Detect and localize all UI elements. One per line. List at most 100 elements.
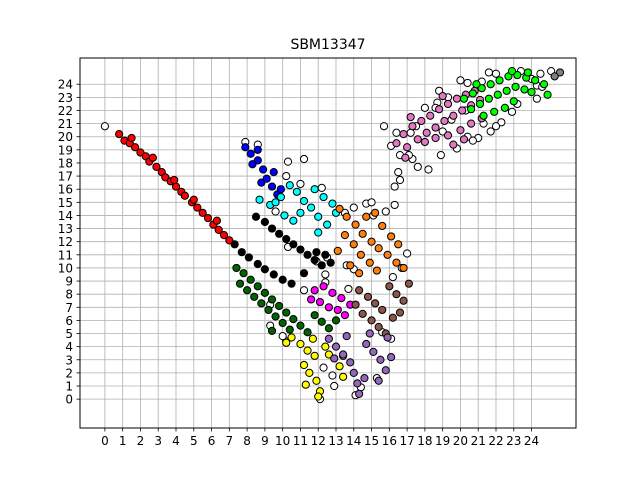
scatter-point-cluster-10: [459, 135, 469, 144]
scatter-point-unassigned: [532, 94, 541, 103]
scatter-point-cluster-6: [399, 296, 408, 305]
scatter-point-cluster-1: [262, 174, 271, 183]
x-tick-label: 21: [471, 434, 486, 448]
scatter-point-cluster-2: [285, 181, 294, 190]
scatter-point-cluster-1: [259, 165, 268, 174]
scatter-point-unassigned: [278, 332, 287, 341]
scatter-point-cluster-10: [420, 137, 429, 147]
scatter-point-cluster-4: [362, 212, 371, 221]
scatter-point-cluster-10: [401, 153, 410, 162]
x-tick-label: 5: [190, 434, 198, 448]
scatter-point-cluster-10: [422, 128, 431, 137]
scatter-point-cluster-11: [484, 94, 493, 103]
scatter-point-cluster-3: [275, 229, 284, 238]
scatter-point-cluster-6: [385, 282, 394, 291]
scatter-point-cluster-2: [280, 211, 289, 220]
scatter-point-cluster-11: [493, 90, 502, 99]
scatter-point-cluster-6: [371, 299, 380, 308]
scatter-point-cluster-1: [276, 185, 285, 194]
y-tick-label: 14: [58, 209, 73, 223]
scatter-point-cluster-7: [267, 295, 277, 304]
scatter-point-cluster-9: [355, 389, 364, 398]
scatter-point-cluster-0: [136, 148, 145, 157]
scatter-point-cluster-10: [408, 122, 417, 131]
scatter-point-unassigned: [413, 162, 422, 172]
scatter-point-unassigned: [390, 182, 399, 191]
scatter-point-cluster-8: [301, 380, 310, 389]
scatter-point-cluster-8: [321, 342, 330, 351]
scatter-point-cluster-7: [275, 301, 284, 311]
scatter-point-cluster-10: [458, 106, 467, 115]
scatter-point-cluster-11: [490, 107, 499, 116]
scatter-point-cluster-4: [383, 250, 392, 259]
scatter-point-cluster-9: [369, 347, 378, 357]
scatter-point-cluster-3: [299, 269, 309, 278]
scatter-point-cluster-3: [303, 250, 312, 259]
y-tick-label: 0: [65, 393, 73, 407]
scatter-point-cluster-1: [253, 156, 262, 165]
scatter-point-cluster-11: [511, 82, 520, 91]
y-tick-label: 5: [65, 327, 73, 341]
scatter-point-unassigned: [328, 371, 337, 380]
x-tick-label: 7: [226, 434, 234, 448]
scatter-point-cluster-3: [267, 224, 277, 233]
scatter-point-cluster-4: [346, 261, 355, 270]
scatter-point-cluster-2: [299, 196, 309, 206]
scatter-point-cluster-4: [349, 240, 358, 249]
scatter-point-unassigned: [381, 207, 390, 216]
scatter-point-unassigned: [379, 122, 389, 131]
scatter-point-unassigned: [456, 76, 465, 85]
scatter-point-cluster-2: [314, 212, 323, 221]
scatter-point-unassigned: [394, 168, 403, 177]
x-tick-label: 19: [435, 434, 450, 448]
y-tick-label: 2: [65, 366, 73, 380]
scatter-point-cluster-4: [365, 258, 374, 267]
scatter-point-cluster-5: [340, 311, 349, 320]
scatter-point-cluster-4: [372, 266, 381, 275]
scatter-point-cluster-3: [260, 265, 269, 274]
scatter-point-cluster-9: [342, 332, 351, 341]
scatter-point-cluster-8: [299, 360, 309, 370]
scatter-point-cluster-9: [353, 379, 362, 388]
scatter-point-cluster-0: [170, 175, 179, 185]
scatter-point-cluster-1: [267, 182, 277, 191]
scatter-point-cluster-1: [269, 168, 278, 177]
scatter-point-cluster-4: [371, 208, 380, 217]
scatter-point-cluster-3: [237, 248, 246, 257]
scatter-point-cluster-3: [251, 212, 261, 221]
scatter-point-unassigned: [100, 122, 109, 131]
scatter-point-cluster-7: [271, 312, 280, 321]
scatter-point-unassigned: [317, 183, 326, 192]
x-tick-label: 22: [488, 434, 503, 448]
y-tick-label: 10: [58, 261, 73, 275]
scatter-point-cluster-7: [264, 305, 273, 315]
scatter-point-unassigned: [420, 103, 429, 112]
scatter-point-cluster-11: [507, 67, 517, 76]
scatter-point-cluster-8: [324, 350, 333, 359]
scatter-point-cluster-7: [257, 299, 266, 308]
x-tick-label: 1: [119, 434, 127, 448]
scatter-point-cluster-6: [378, 305, 387, 315]
scatter-point-cluster-9: [387, 353, 396, 362]
scatter-point-cluster-10: [438, 91, 447, 101]
scatter-point-unassigned: [507, 107, 517, 116]
scatter-point-cluster-8: [287, 333, 296, 342]
scatter-point-cluster-6: [358, 309, 367, 318]
scatter-point-cluster-4: [351, 220, 360, 229]
scatter-point-cluster-7: [331, 316, 341, 325]
scatter-point-unassigned: [403, 249, 412, 258]
scatter-point-cluster-11: [479, 111, 488, 120]
scatter-point-cluster-7: [243, 286, 252, 295]
scatter-point-cluster-7: [282, 308, 291, 317]
scatter-point-unassigned: [271, 207, 280, 216]
data-points: [100, 67, 565, 404]
scatter-point-cluster-4: [394, 240, 403, 249]
scatter-point-cluster-11: [486, 80, 495, 89]
scatter-point-cluster-11: [513, 70, 522, 80]
scatter-point-cluster-7: [303, 328, 312, 337]
scatter-point-cluster-4: [333, 246, 342, 255]
scatter-point-unassigned: [283, 157, 293, 166]
scatter-point-cluster-10: [449, 111, 458, 120]
scatter-point-cluster-7: [246, 275, 255, 284]
y-tick-label: 7: [65, 301, 73, 315]
